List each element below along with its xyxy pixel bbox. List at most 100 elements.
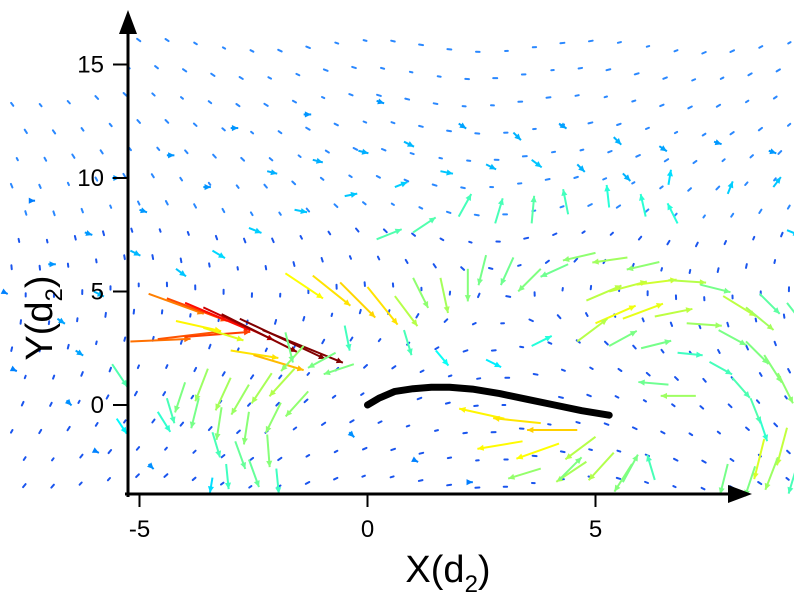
- velocity-vector: [56, 317, 66, 325]
- field-dot: [443, 318, 449, 323]
- velocity-vector: [268, 368, 296, 397]
- velocity-vector: [608, 330, 638, 347]
- vector-head: [664, 339, 672, 346]
- vector-head: [530, 195, 537, 203]
- field-dot: [50, 483, 55, 489]
- field-dot: [688, 432, 694, 437]
- field-dot: [408, 70, 414, 74]
- velocity-vector: [230, 384, 250, 416]
- field-dot: [672, 485, 677, 489]
- field-dot: [701, 51, 707, 55]
- field-dot: [418, 451, 425, 455]
- field-dot: [94, 95, 100, 100]
- field-dot: [136, 119, 141, 124]
- velocity-vector: [175, 267, 187, 278]
- field-dot: [49, 401, 53, 407]
- velocity-vector: [440, 169, 454, 176]
- field-dot: [164, 119, 170, 124]
- field-dot: [446, 210, 452, 214]
- field-dot: [523, 236, 530, 240]
- vector-head: [91, 447, 99, 453]
- field-dot: [292, 261, 296, 267]
- velocity-vector: [175, 320, 222, 333]
- y-ticks: 0 5 10 15: [77, 52, 128, 419]
- velocity-vector: [485, 358, 502, 369]
- vector-head: [628, 305, 636, 312]
- velocity-vector: [266, 434, 273, 468]
- velocity-vector: [439, 277, 450, 314]
- vector-head: [600, 318, 608, 326]
- background-vector-dots: [9, 37, 792, 491]
- vector-head: [574, 457, 582, 464]
- x-axis-title: X(d2): [405, 549, 490, 598]
- field-dot: [673, 130, 679, 135]
- velocity-vector: [512, 131, 522, 141]
- field-dot: [327, 230, 332, 236]
- field-dot: [333, 449, 339, 454]
- velocity-vector: [466, 479, 473, 486]
- field-dot: [603, 422, 610, 426]
- field-dot: [755, 399, 761, 404]
- vector-head: [315, 157, 323, 164]
- field-dot: [78, 481, 83, 486]
- vector-head: [121, 379, 128, 387]
- velocity-vector: [531, 159, 543, 169]
- vector-head: [667, 203, 674, 211]
- field-dot: [52, 210, 56, 217]
- velocity-vector: [592, 256, 628, 265]
- field-dot: [221, 127, 226, 132]
- velocity-vector: [758, 293, 781, 315]
- field-dot: [588, 448, 593, 451]
- field-dot: [249, 49, 255, 53]
- vector-head: [140, 207, 148, 214]
- vector-shaft: [585, 284, 622, 302]
- vector-head: [629, 330, 637, 337]
- field-dot: [297, 154, 302, 158]
- field-dot: [404, 258, 409, 265]
- velocity-vector: [347, 430, 355, 438]
- field-dot: [754, 317, 758, 323]
- field-dot: [333, 203, 339, 209]
- vector-head: [459, 122, 467, 129]
- field-dot: [349, 336, 354, 342]
- vector-head: [659, 145, 667, 152]
- vector-head: [660, 392, 668, 399]
- field-dot: [292, 426, 298, 431]
- field-dot: [614, 395, 620, 399]
- field-dot: [348, 255, 353, 260]
- field-dot: [9, 429, 14, 434]
- field-dot: [785, 476, 790, 481]
- field-dot: [51, 129, 57, 135]
- vector-shaft: [622, 302, 664, 320]
- field-dot: [302, 316, 306, 322]
- velocity-vector: [621, 454, 639, 483]
- field-dot: [150, 173, 155, 179]
- vector-head: [516, 453, 524, 460]
- field-dot: [250, 130, 255, 135]
- velocity-vector: [344, 191, 358, 198]
- field-dot: [721, 158, 726, 163]
- vector-shaft: [284, 272, 324, 300]
- vector-head: [377, 98, 385, 105]
- field-dot: [700, 486, 706, 491]
- field-dot: [659, 103, 665, 108]
- vector-head: [725, 368, 733, 375]
- velocity-vector: [677, 351, 703, 358]
- field-dot: [38, 183, 42, 189]
- velocity-vector: [307, 351, 337, 369]
- velocity-vector: [75, 349, 84, 357]
- vector-head: [243, 329, 251, 336]
- vector-head: [561, 189, 568, 197]
- field-dot: [45, 238, 49, 244]
- field-dot: [263, 102, 269, 107]
- vector-head: [147, 462, 154, 470]
- field-dot: [109, 204, 113, 209]
- velocity-vector: [477, 440, 523, 451]
- field-dot: [221, 207, 226, 214]
- vector-shaft: [130, 337, 191, 343]
- field-dot: [249, 211, 254, 217]
- field-dot: [349, 419, 355, 424]
- vector-shaft: [493, 417, 541, 425]
- field-dot: [405, 424, 411, 428]
